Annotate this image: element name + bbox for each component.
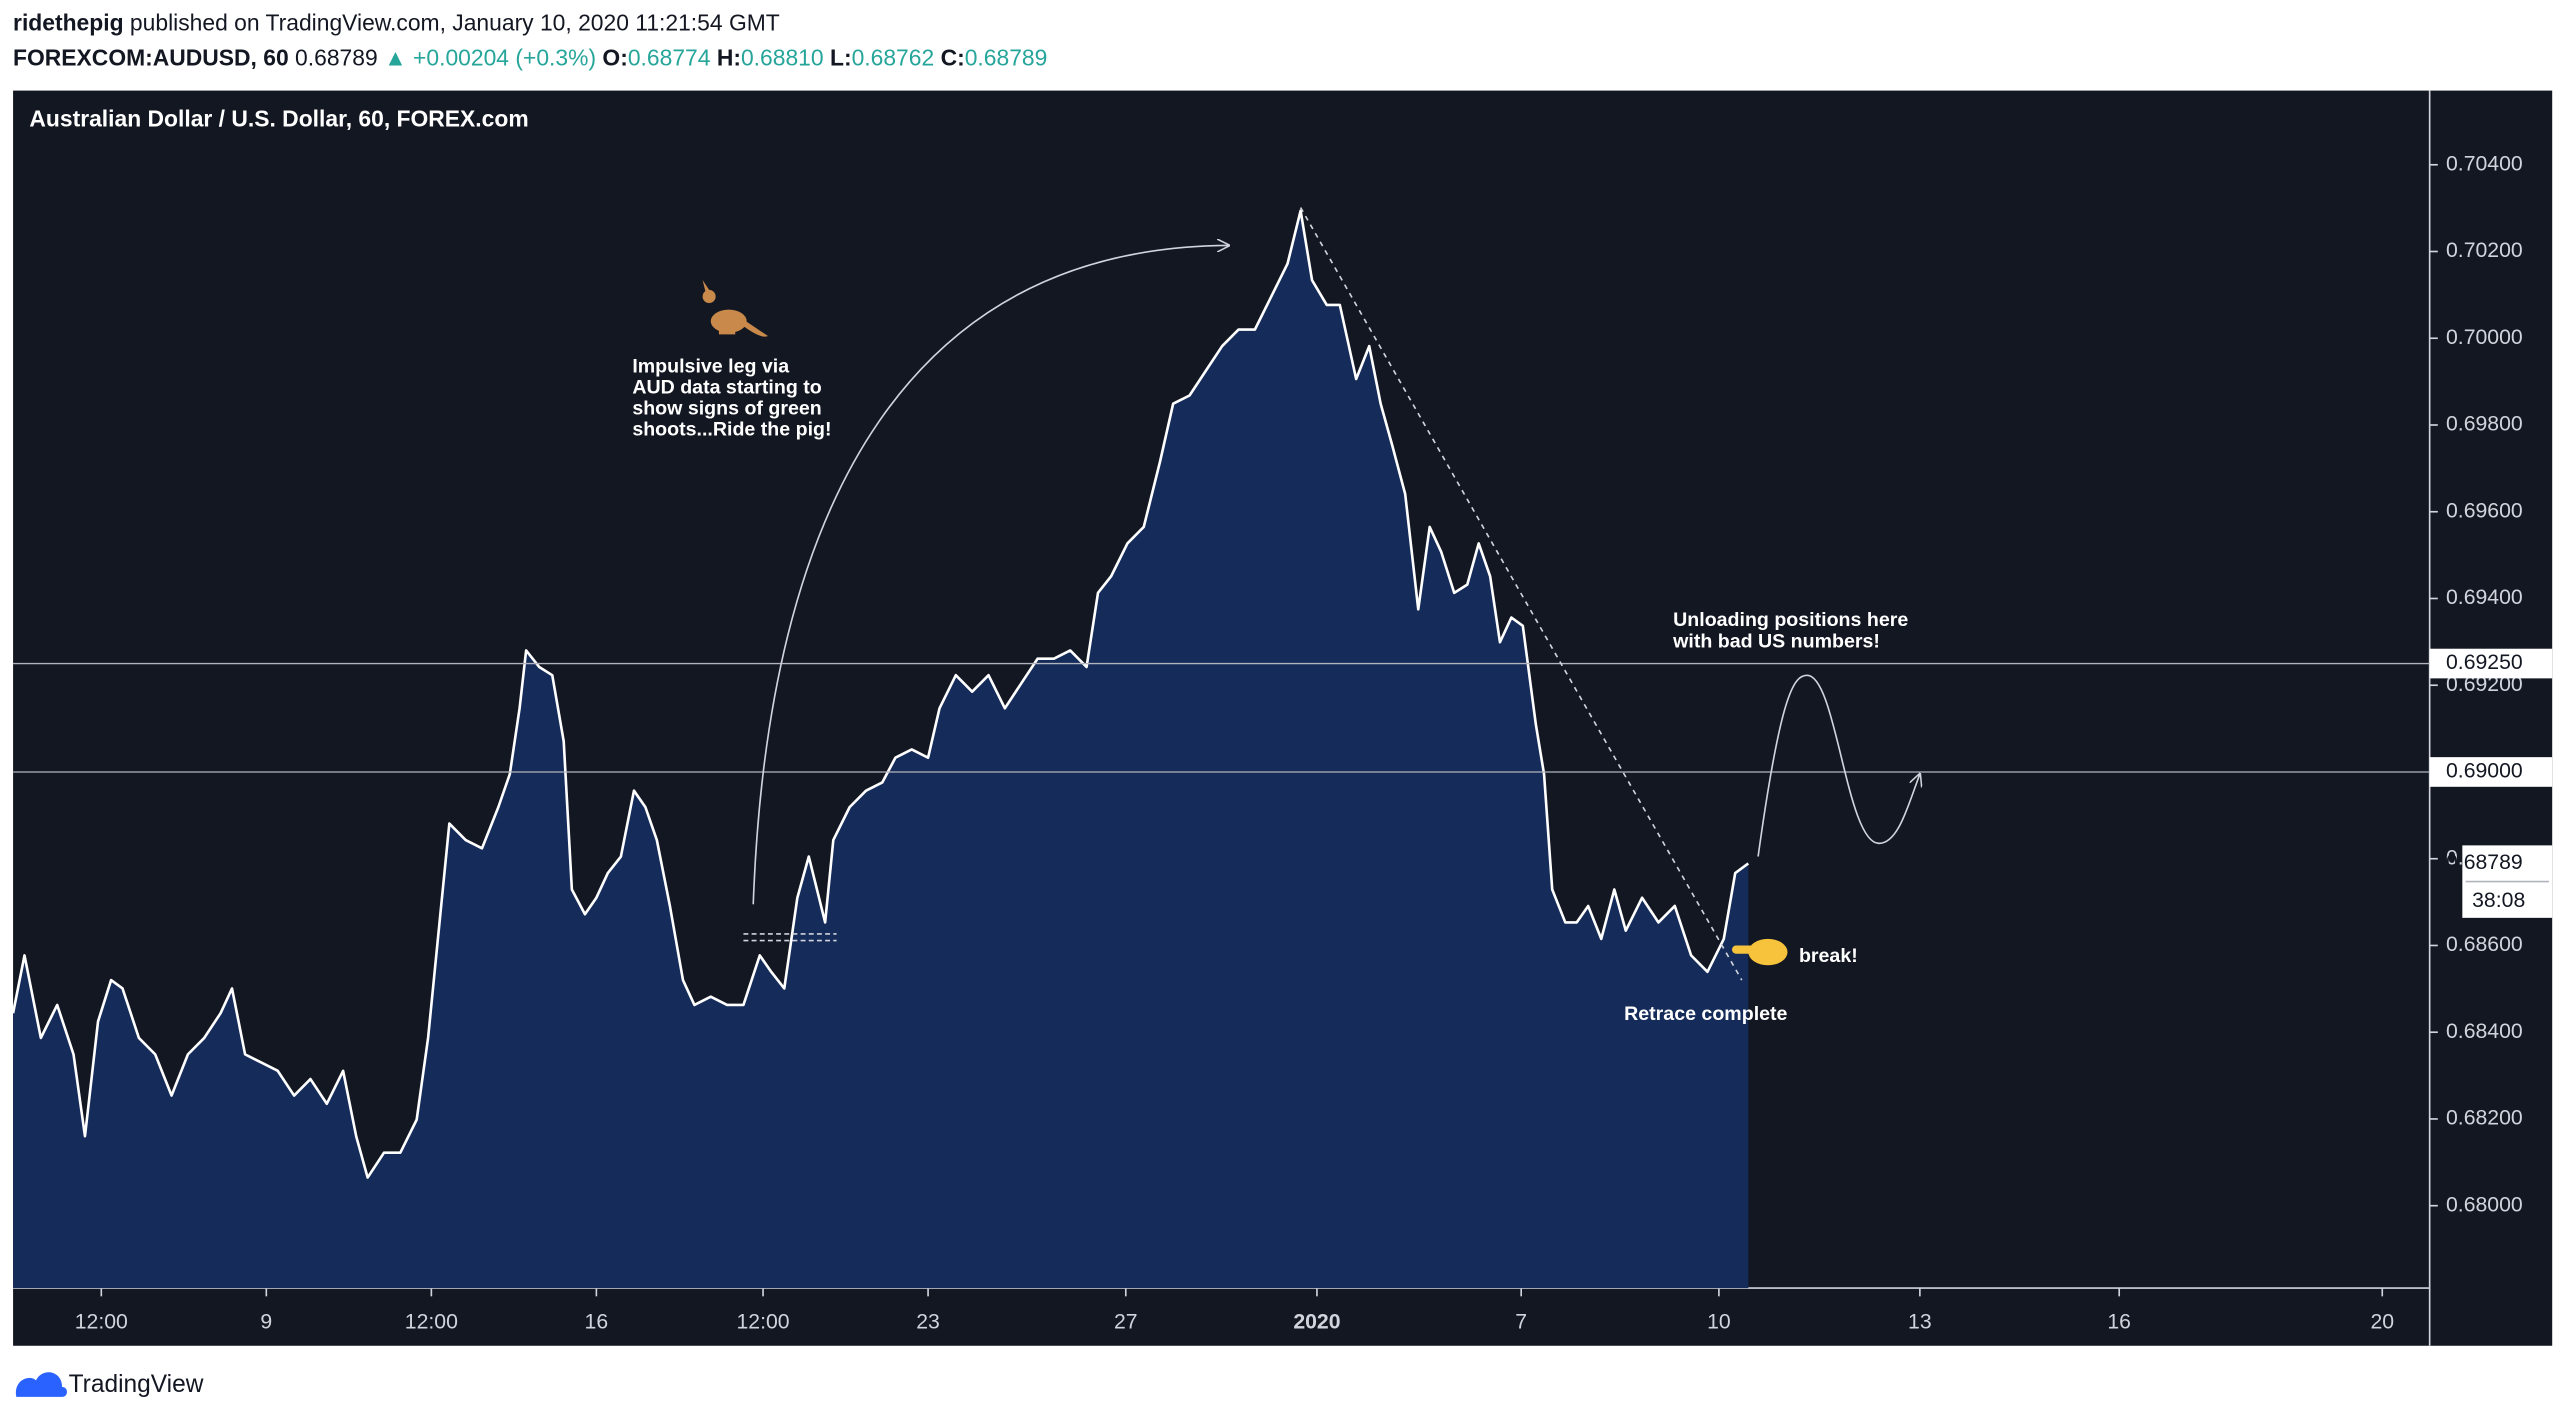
projection-arrow <box>1757 674 1920 857</box>
level-label: 0.69000 <box>2446 759 2523 783</box>
impulsive-note: show signs of green <box>632 397 821 419</box>
x-tick-label: 2020 <box>1293 1309 1340 1333</box>
y-tick-label: 0.68400 <box>2446 1019 2523 1043</box>
last-price-label: 0.68789 <box>2446 850 2523 874</box>
l-label: L: <box>830 44 852 70</box>
y-tick-label: 0.70200 <box>2446 238 2523 262</box>
y-tick-label: 0.69400 <box>2446 585 2523 609</box>
header-line-1: ridethepig published on TradingView.com,… <box>13 10 780 36</box>
countdown: 38:08 <box>2472 888 2525 912</box>
x-tick-label: 12:00 <box>405 1309 458 1333</box>
change: ▲ +0.00204 (+0.3%) <box>384 44 596 70</box>
plot: 0.680000.682000.684000.686000.688000.690… <box>11 151 2553 1333</box>
level-label-box <box>2429 757 2553 787</box>
author: ridethepig <box>13 10 124 36</box>
impulsive-note: shoots...Ride the pig! <box>632 418 831 440</box>
high: 0.68810 <box>741 44 824 70</box>
range-marker <box>743 933 837 942</box>
y-tick-label: 0.68600 <box>2446 932 2523 956</box>
low: 0.68762 <box>852 44 935 70</box>
x-tick-label: 13 <box>1908 1309 1932 1333</box>
y-tick-label: 0.68000 <box>2446 1192 2523 1216</box>
level-label-box <box>2429 648 2553 679</box>
o-label: O: <box>602 44 627 70</box>
price-area <box>13 210 1749 1289</box>
chart-title: Australian Dollar / U.S. Dollar, 60, FOR… <box>29 105 528 131</box>
retrace-note: Retrace complete <box>1624 1003 1787 1025</box>
x-tick-label: 16 <box>585 1309 609 1333</box>
impulsive-note: AUD data starting to <box>632 376 821 398</box>
x-tick-label: 10 <box>1707 1309 1731 1333</box>
trend-line <box>1299 207 1743 981</box>
header-line-2: FOREXCOM:AUDUSD, 60 0.68789 ▲ +0.00204 (… <box>13 44 1047 70</box>
c-label: C: <box>941 44 965 70</box>
close: 0.68789 <box>965 44 1048 70</box>
x-tick-label: 27 <box>1114 1309 1138 1333</box>
y-tick-label: 0.70400 <box>2446 151 2523 175</box>
symbol: FOREXCOM:AUDUSD, 60 <box>13 44 289 70</box>
x-tick-label: 16 <box>2107 1309 2131 1333</box>
tradingview-logo <box>15 1372 67 1397</box>
x-tick-label: 7 <box>1515 1309 1527 1333</box>
pointing-hand-icon <box>1731 938 1788 966</box>
impulsive-note: Impulsive leg via <box>632 355 790 377</box>
h-label: H: <box>717 44 741 70</box>
y-tick-label: 0.70000 <box>2446 325 2523 349</box>
unloading-note: Unloading positions here <box>1673 609 1908 631</box>
x-tick-label: 20 <box>2370 1309 2394 1333</box>
x-tick-label: 12:00 <box>75 1309 128 1333</box>
footer-brand: TradingView <box>69 1371 204 1398</box>
kangaroo-icon <box>702 280 768 337</box>
y-tick-label: 0.69600 <box>2446 498 2523 522</box>
level-label: 0.69250 <box>2446 650 2523 674</box>
break-note: break! <box>1799 945 1858 967</box>
impulse-arrow <box>752 245 1228 905</box>
price-line <box>11 209 1750 1179</box>
y-tick-label: 0.68200 <box>2446 1106 2523 1130</box>
x-tick-label: 9 <box>260 1309 272 1333</box>
y-tick-label: 0.69800 <box>2446 412 2523 436</box>
open: 0.68774 <box>628 44 711 70</box>
x-tick-label: 12:00 <box>736 1309 789 1333</box>
published: published on TradingView.com, January 10… <box>130 10 780 36</box>
unloading-note: with bad US numbers! <box>1672 631 1880 653</box>
price: 0.68789 <box>295 44 378 70</box>
x-tick-label: 23 <box>916 1309 940 1333</box>
